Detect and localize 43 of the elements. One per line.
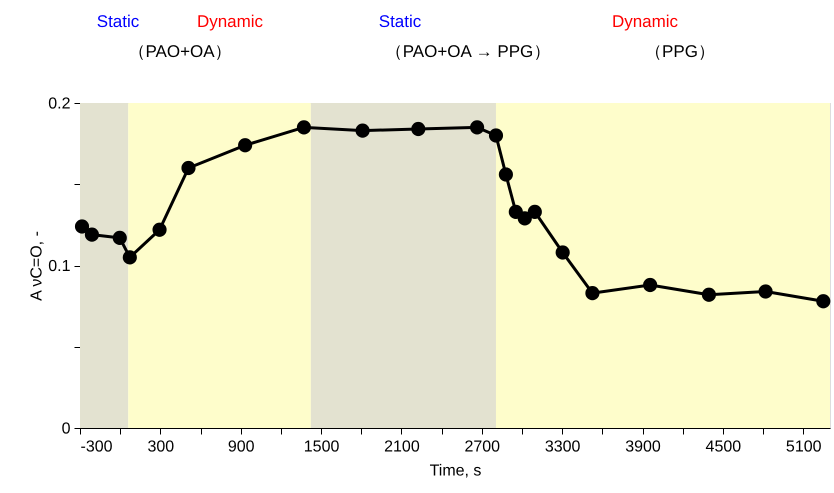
point — [488, 128, 504, 143]
point — [122, 250, 137, 264]
point — [411, 122, 426, 136]
text: Static — [96, 12, 140, 31]
point — [702, 288, 716, 302]
x-tick-label: 1500 — [304, 438, 340, 456]
text: Static — [378, 12, 422, 31]
point — [470, 120, 484, 134]
x-tick-label: -300 — [80, 438, 113, 456]
point — [518, 211, 532, 226]
point — [585, 286, 600, 300]
point — [528, 204, 542, 219]
point — [758, 284, 773, 299]
point — [296, 120, 311, 134]
y-tick-label: 0.1 — [48, 258, 71, 275]
x-tick-label: 900 — [228, 438, 255, 456]
point — [238, 138, 252, 152]
y-axis-title: A νC=O, - — [28, 231, 46, 301]
x-tick-label: 3300 — [544, 438, 581, 456]
text: Dynamic — [196, 12, 264, 31]
x-tick-label: 2700 — [464, 438, 500, 456]
x-tick-label: 300 — [148, 438, 174, 456]
point — [498, 167, 513, 182]
point — [356, 124, 370, 138]
point — [152, 222, 167, 237]
x-tick-label: 2100 — [384, 438, 420, 456]
x-tick-label: 4500 — [706, 438, 742, 456]
point — [181, 160, 196, 176]
text: （PAO+OA → PPG） — [386, 42, 550, 61]
point — [74, 219, 90, 234]
text: （PAO+OA） — [128, 42, 232, 61]
point — [643, 278, 658, 292]
x-axis-title: Time, s — [430, 462, 482, 480]
point — [84, 228, 99, 242]
text: Dynamic — [612, 12, 679, 31]
point — [816, 294, 830, 308]
x-tick-label: 5100 — [786, 438, 822, 456]
x-tick-label: 3900 — [625, 438, 661, 456]
point — [112, 230, 127, 245]
text: （PPG） — [645, 42, 715, 61]
point — [556, 245, 570, 260]
y-tick-label: 0.2 — [48, 96, 71, 112]
y-tick-label: 0 — [62, 420, 71, 438]
